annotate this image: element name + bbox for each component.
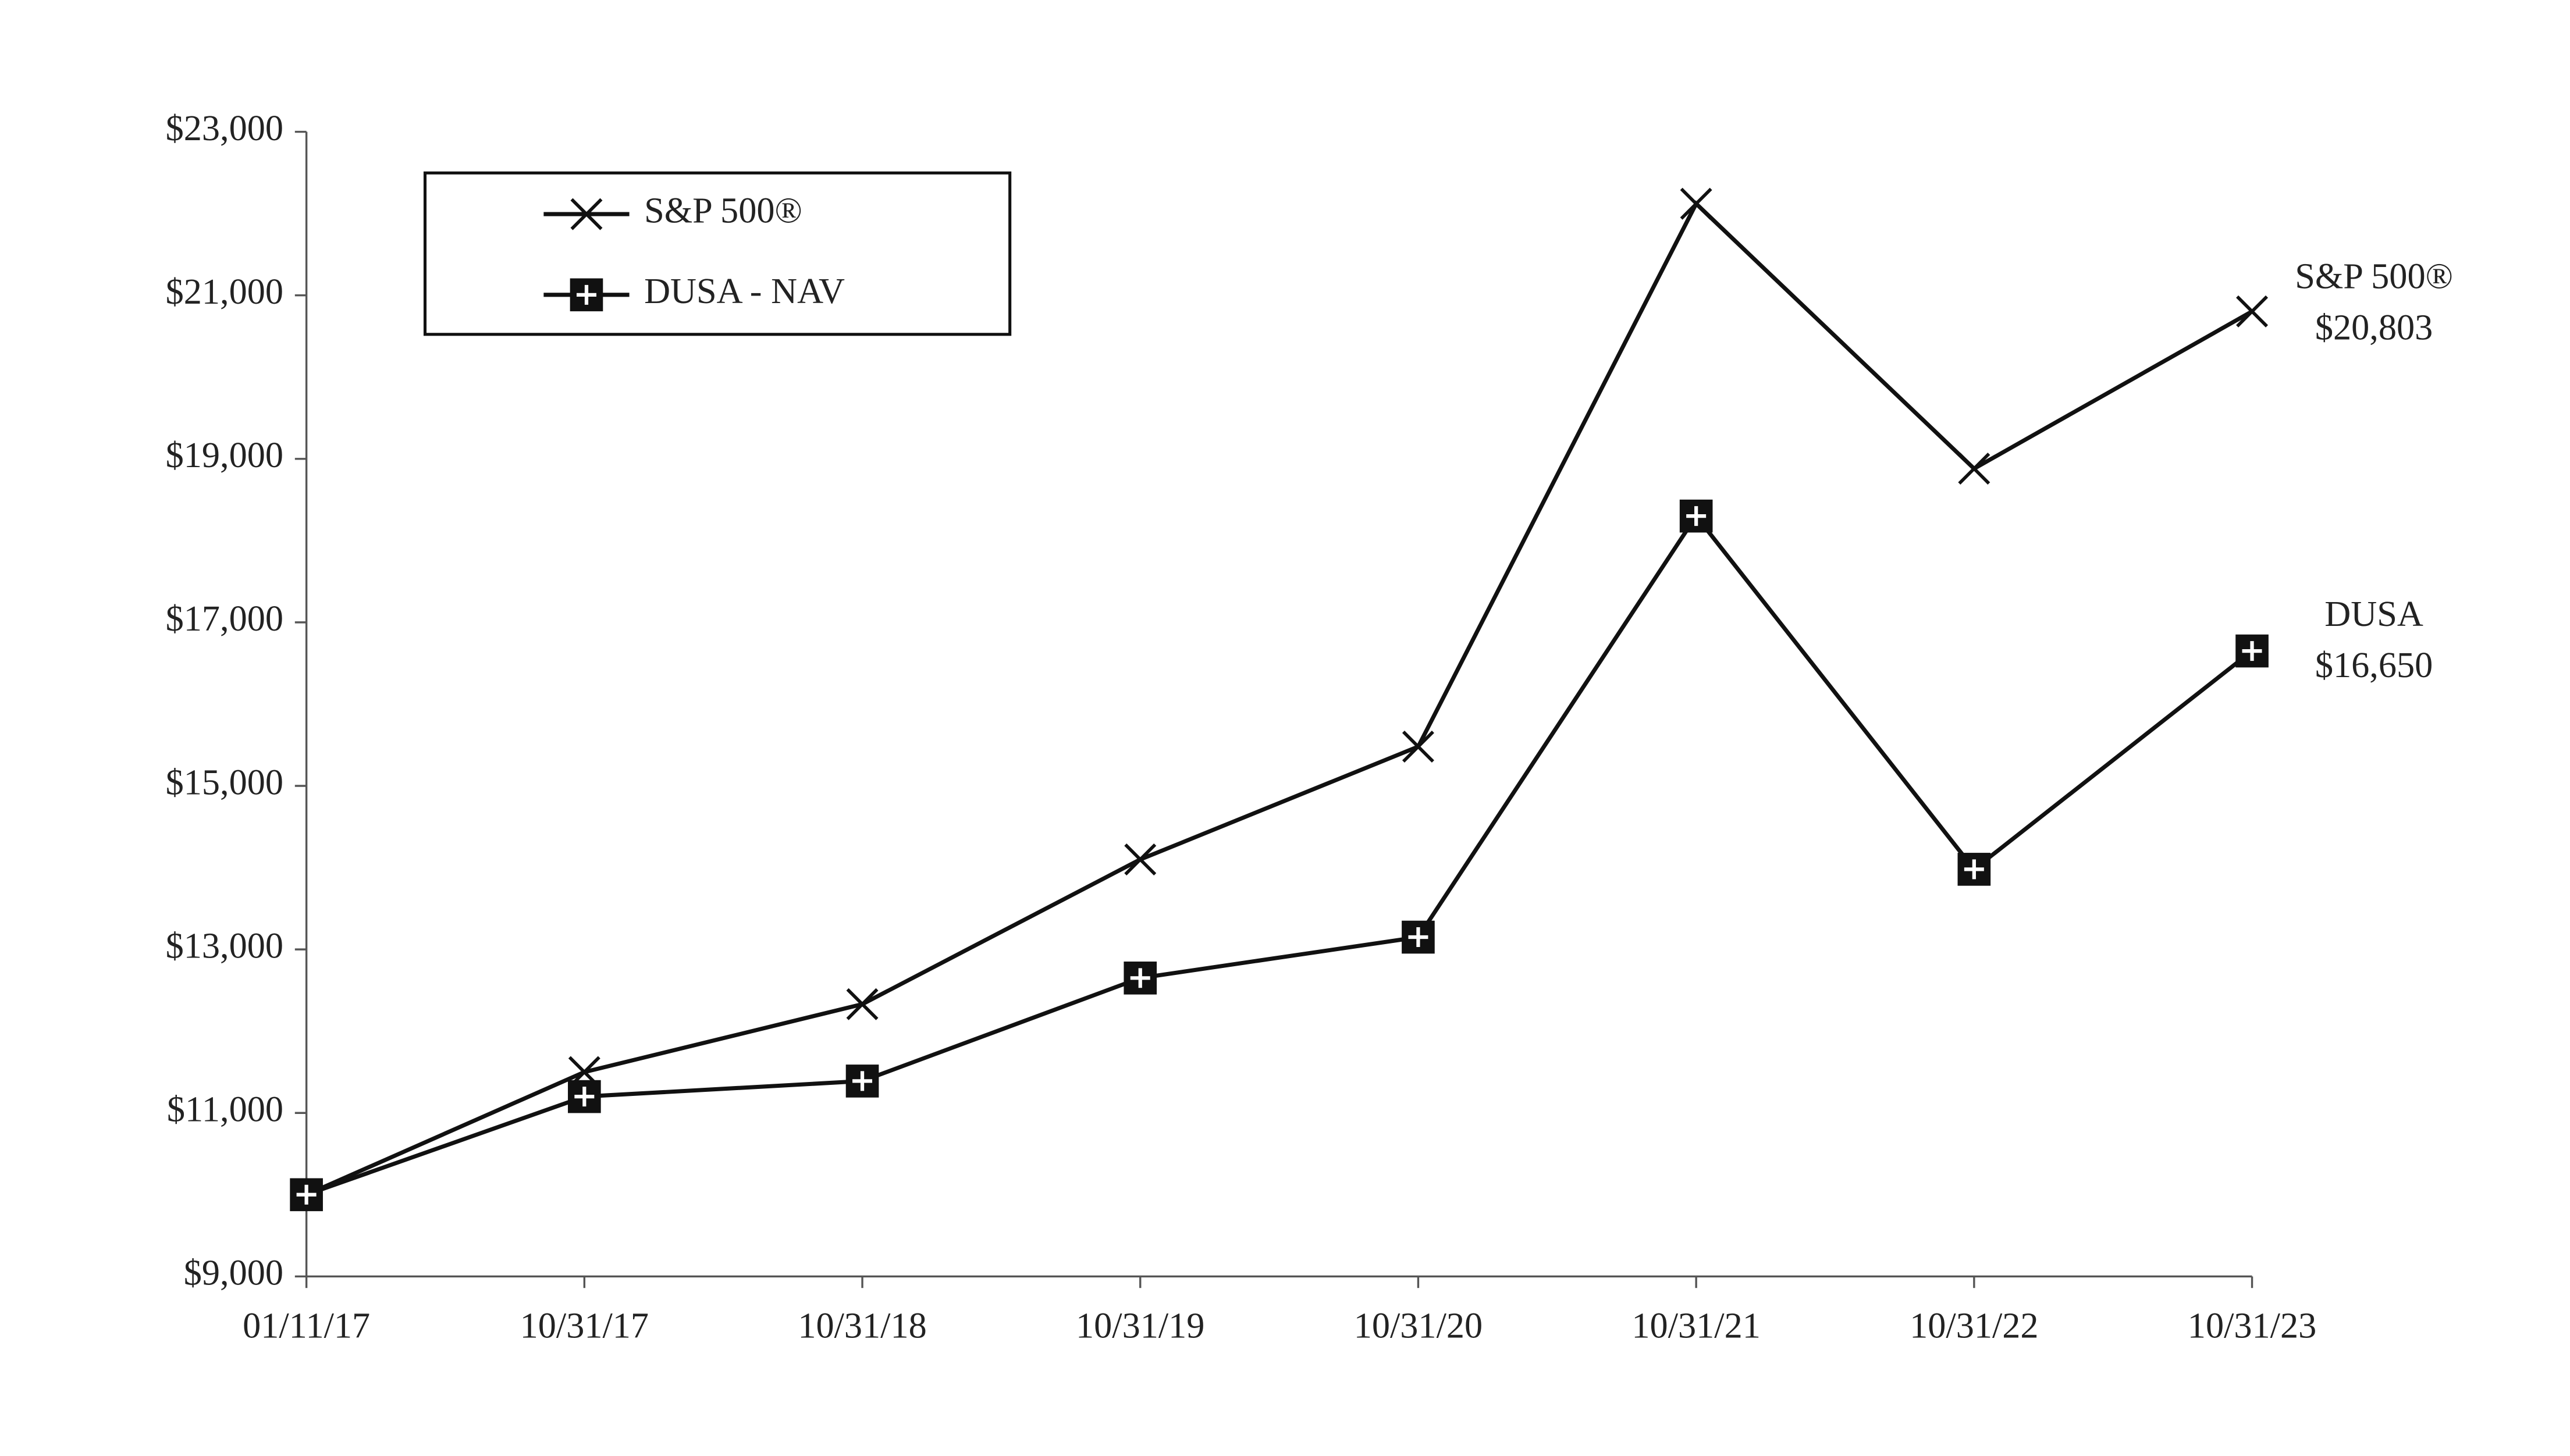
legend-box: [423, 171, 1012, 336]
x-tick-label: 10/31/17: [520, 1305, 649, 1345]
data-point: [568, 1080, 601, 1113]
data-point: [1124, 962, 1157, 995]
legend-label: DUSA - NAV: [644, 271, 845, 311]
series-line: [305, 512, 2253, 1197]
y-tick-label: $13,000: [166, 925, 283, 966]
y-tick-label: $19,000: [166, 435, 283, 475]
marker-plus: [1686, 506, 1707, 526]
data-point: [290, 1178, 323, 1212]
data-point: [845, 1065, 879, 1098]
legend-marker: [570, 198, 603, 230]
y-tick-label: $21,000: [166, 272, 283, 312]
data-point: [1402, 920, 1435, 954]
data-point: [1957, 853, 1991, 886]
y-tick-label: $9,000: [184, 1253, 283, 1293]
legend-label: S&P 500®: [644, 190, 802, 230]
end-label: S&P 500®: [2295, 257, 2453, 297]
x-tick-label: 10/31/19: [1076, 1305, 1204, 1345]
marker-plus: [1408, 927, 1428, 948]
marker-plus: [1964, 859, 1984, 880]
x-tick-label: 10/31/23: [2188, 1305, 2316, 1345]
data-point: [1124, 843, 1157, 875]
end-label: $16,650: [2315, 645, 2433, 685]
marker-plus: [2242, 641, 2262, 661]
marker-plus: [852, 1071, 873, 1091]
x-tick-label: 10/31/21: [1631, 1305, 1760, 1345]
data-point: [1680, 187, 1712, 220]
y-tick-label: $17,000: [166, 599, 283, 639]
end-label: DUSA: [2324, 594, 2423, 634]
x-tick-label: 10/31/20: [1354, 1305, 1483, 1345]
x-tick-label: 10/31/18: [798, 1305, 926, 1345]
y-tick-label: $11,000: [167, 1090, 283, 1130]
data-point: [1402, 731, 1434, 763]
data-point: [1958, 453, 1990, 485]
data-point: [1679, 499, 1713, 533]
marker-plus: [296, 1184, 317, 1205]
y-tick-label: $23,000: [166, 108, 283, 148]
x-tick-label: 01/11/17: [243, 1305, 370, 1345]
legend-marker: [570, 278, 603, 312]
x-tick-label: 10/31/22: [1910, 1305, 2038, 1345]
data-point: [2235, 634, 2269, 668]
marker-plus: [574, 1087, 595, 1107]
data-point: [846, 988, 879, 1020]
data-point: [2236, 295, 2269, 327]
y-tick-label: $15,000: [166, 762, 283, 802]
marker-plus: [1130, 968, 1150, 988]
marker-plus: [576, 284, 596, 305]
end-label: $20,803: [2315, 307, 2433, 347]
series-line: [305, 200, 2253, 1197]
